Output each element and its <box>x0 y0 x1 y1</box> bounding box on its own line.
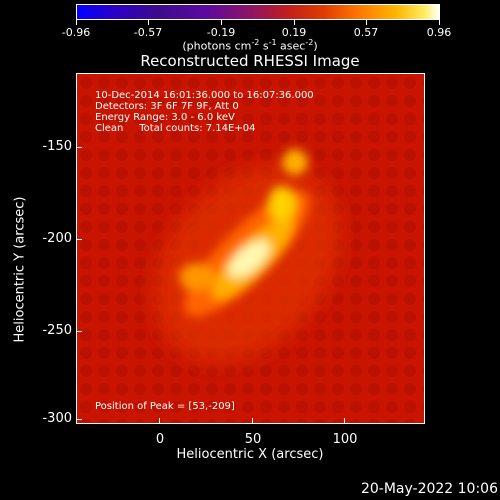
x-tick <box>344 418 345 424</box>
colorbar <box>76 4 440 20</box>
colorbar-tick <box>148 20 149 25</box>
x-tick <box>252 418 253 424</box>
colorbar-tick <box>366 20 367 25</box>
y-tick <box>76 331 82 332</box>
y-tick-label: -200 <box>42 231 72 246</box>
x-tick-label: 50 <box>244 432 262 447</box>
info-detectors: Detectors: 3F 6F 7F 9F, Att 0 <box>95 101 239 112</box>
y-tick-label: -300 <box>42 411 72 426</box>
info-peak-position: Position of Peak = [53,-209] <box>95 401 235 412</box>
colorbar-tick <box>221 20 222 25</box>
colorbar-tick-label: -0.96 <box>61 26 91 39</box>
colorbar-tick-label: 0.19 <box>281 26 307 39</box>
y-axis-label: Heliocentric Y (arcsec) <box>12 196 28 343</box>
y-tick-label: -150 <box>42 139 72 154</box>
colorbar-tick <box>439 20 440 25</box>
colorbar-tick <box>76 20 77 25</box>
y-tick <box>76 239 82 240</box>
x-tick <box>159 418 160 424</box>
x-tick-label: 0 <box>155 432 165 447</box>
info-energy-range: Energy Range: 3.0 - 6.0 keV <box>95 112 235 123</box>
info-time-range: 10-Dec-2014 16:01:36.000 to 16:07:36.000 <box>95 90 314 101</box>
y-tick <box>76 419 82 420</box>
colorbar-units: (photons cm-2 s-1 asec-2) <box>182 38 318 53</box>
colorbar-tick-label: -0.57 <box>133 26 163 39</box>
colorbar-tick-label: -0.19 <box>206 26 236 39</box>
info-text-group: 10-Dec-2014 16:01:36.000 to 16:07:36.000… <box>95 90 314 412</box>
x-tick-label: 100 <box>332 432 358 447</box>
solar-image: 10-Dec-2014 16:01:36.000 to 16:07:36.000… <box>76 73 425 424</box>
y-tick <box>76 147 82 148</box>
colorbar-tick-label: 0.57 <box>353 26 379 39</box>
info-clean-counts: Clean Total counts: 7.14E+04 <box>95 123 255 134</box>
flare-image-svg: 10-Dec-2014 16:01:36.000 to 16:07:36.000… <box>77 74 424 423</box>
x-axis-label: Heliocentric X (arcsec) <box>176 447 324 462</box>
colorbar-tick-label: 0.96 <box>426 26 452 39</box>
timestamp: 20-May-2022 10:06 <box>360 481 498 497</box>
colorbar-tick <box>294 20 295 25</box>
y-tick-label: -250 <box>42 323 72 338</box>
image-title: Reconstructed RHESSI Image <box>140 52 360 70</box>
